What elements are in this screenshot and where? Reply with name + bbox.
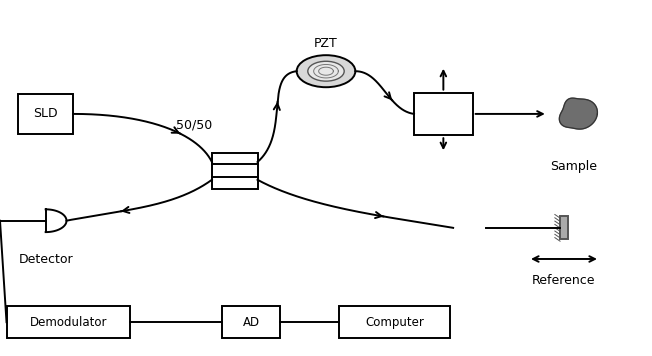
Text: Sample: Sample — [550, 160, 597, 173]
Circle shape — [297, 55, 355, 87]
Bar — [7, 306, 130, 338]
Bar — [222, 306, 280, 338]
Text: 50/50: 50/50 — [176, 119, 213, 132]
Text: PZT: PZT — [314, 37, 338, 50]
Polygon shape — [559, 98, 597, 129]
Text: AD: AD — [243, 316, 259, 329]
Text: Detector: Detector — [18, 253, 73, 266]
Bar — [414, 93, 473, 135]
Bar — [212, 153, 258, 189]
Bar — [560, 216, 568, 239]
Circle shape — [308, 61, 344, 81]
Bar — [339, 306, 450, 338]
Text: SLD: SLD — [33, 108, 58, 120]
Text: Reference: Reference — [532, 274, 596, 287]
Text: Demodulator: Demodulator — [30, 316, 107, 329]
Polygon shape — [46, 209, 67, 232]
Text: Computer: Computer — [365, 316, 424, 329]
Bar — [18, 94, 74, 134]
